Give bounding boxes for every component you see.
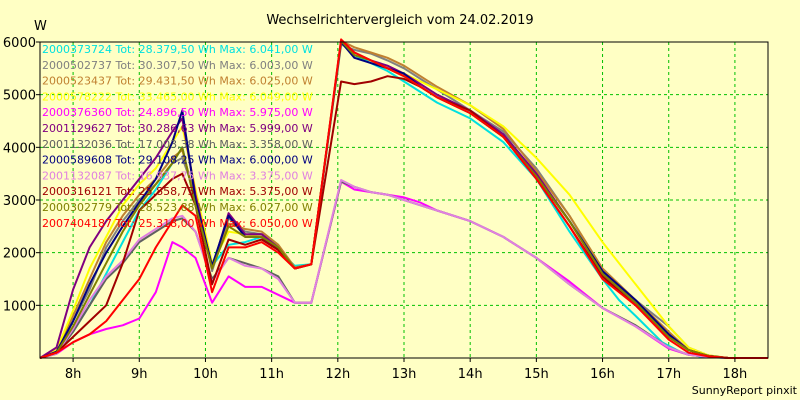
legend-entry-2000578222: 2000578222 Tot: 33.465,00 Wh Max: 6.049,… (42, 90, 313, 103)
x-tick-label: 9h (131, 367, 148, 382)
x-tick-label: 16h (590, 367, 615, 382)
series-line-2000316121 (39, 75, 768, 359)
series-line-2007404187 (39, 38, 768, 359)
x-tick-label: 13h (392, 367, 417, 382)
series-lines (39, 38, 768, 359)
legend-entry-2001129627: 2001129627 Tot: 30.286,63 Wh Max: 5.999,… (42, 122, 313, 135)
x-tick-label: 14h (458, 367, 483, 382)
y-tick-label: 6000 (3, 36, 36, 51)
legend: 2000373724 Tot: 28.379,50 Wh Max: 6.041,… (42, 43, 313, 230)
x-tick-label: 18h (723, 367, 748, 382)
x-tick-label: 17h (656, 367, 681, 382)
series-line-2001132087 (39, 179, 768, 359)
legend-entry-2001132036: 2001132036 Tot: 17.003,38 Wh Max: 3.358,… (42, 138, 313, 151)
legend-entry-2007404187: 2007404187 Tot: 25.318,00 Wh Max: 6.050,… (42, 217, 313, 230)
y-tick-label: 1000 (3, 299, 36, 314)
y-tick-label: 3000 (3, 194, 36, 209)
legend-entry-2000589608: 2000589608 Tot: 29.108,25 Wh Max: 6.000,… (42, 154, 313, 167)
x-tick-label: 8h (65, 367, 82, 382)
x-tick-label: 12h (325, 367, 350, 382)
chart-title: Wechselrichtervergleich vom 24.02.2019 (266, 13, 533, 28)
x-tick-label: 10h (193, 367, 218, 382)
legend-entry-2000373724: 2000373724 Tot: 28.379,50 Wh Max: 6.041,… (42, 43, 313, 56)
y-axis-unit: W (34, 19, 47, 34)
y-tick-label: 5000 (3, 89, 36, 104)
legend-entry-2000302779: 2000302779 Tot: 28.523,88 Wh Max: 6.027,… (42, 201, 313, 214)
legend-entry-2000316121: 2000316121 Tot: 25.858,75 Wh Max: 5.375,… (42, 185, 313, 198)
legend-entry-2000502737: 2000502737 Tot: 30.307,50 Wh Max: 6.003,… (42, 59, 313, 72)
y-tick-label: 4000 (3, 141, 36, 156)
x-tick-label: 11h (259, 367, 284, 382)
legend-entry-2000376360: 2000376360 Tot: 24.896,50 Wh Max: 5.975,… (42, 106, 313, 119)
footer-text: SunnyReport pinxit (692, 384, 798, 397)
x-tick-label: 15h (524, 367, 549, 382)
y-tick-label: 2000 (3, 247, 36, 262)
legend-entry-2000523437: 2000523437 Tot: 29.431,50 Wh Max: 6.025,… (42, 75, 313, 88)
legend-entry-2001132087: 2001132087 Tot: 16.937,75 Wh Max: 3.375,… (42, 169, 313, 182)
axes: 8h 9h 10h 11h 12h 13h 14h 15h 16h 17h 18h100020003… (3, 36, 769, 382)
